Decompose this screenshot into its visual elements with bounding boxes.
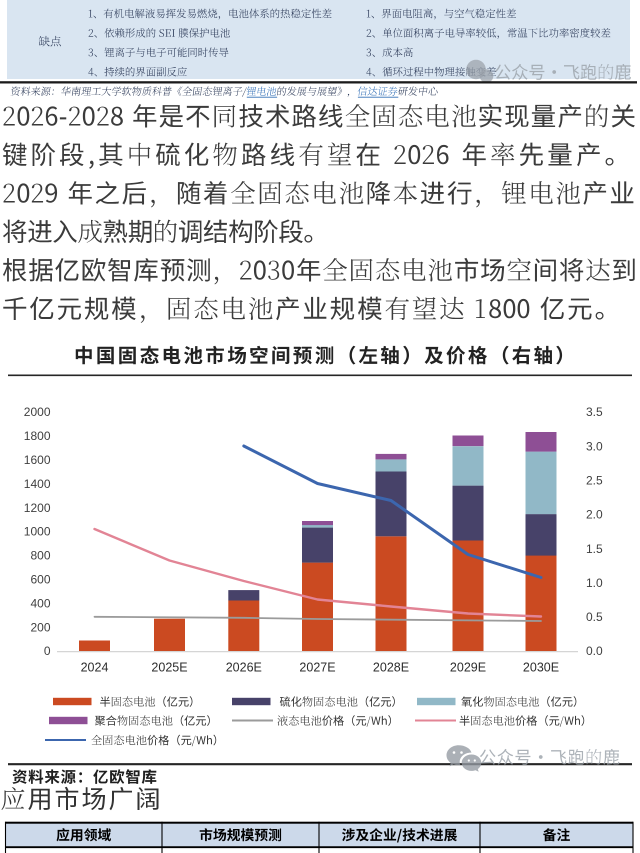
svg-text:2030E: 2030E [523,661,559,675]
svg-text:2027E: 2027E [299,661,335,675]
svg-text:2025E: 2025E [151,661,187,675]
svg-text:200: 200 [30,620,50,634]
svg-text:2026E: 2026E [226,661,262,675]
svg-text:2029E: 2029E [450,661,486,675]
svg-text:1.0: 1.0 [586,576,603,590]
svg-text:1200: 1200 [24,501,51,515]
svg-text:2024: 2024 [81,661,109,675]
svg-text:0.0: 0.0 [586,644,603,658]
svg-text:600: 600 [30,573,50,587]
svg-text:0: 0 [44,644,51,658]
svg-text:2000: 2000 [24,405,51,419]
svg-text:2028E: 2028E [373,661,409,675]
svg-text:400: 400 [30,596,50,610]
svg-text:800: 800 [30,549,50,563]
svg-text:3.0: 3.0 [586,439,603,453]
svg-text:1600: 1600 [24,453,51,467]
svg-text:3.5: 3.5 [586,405,603,419]
svg-text:1400: 1400 [24,477,51,491]
svg-text:1.5: 1.5 [586,542,603,556]
svg-text:2.5: 2.5 [586,474,603,488]
svg-text:0.5: 0.5 [586,610,603,624]
svg-text:2.0: 2.0 [586,508,603,522]
svg-text:1000: 1000 [24,525,51,539]
svg-text:1800: 1800 [24,429,51,443]
